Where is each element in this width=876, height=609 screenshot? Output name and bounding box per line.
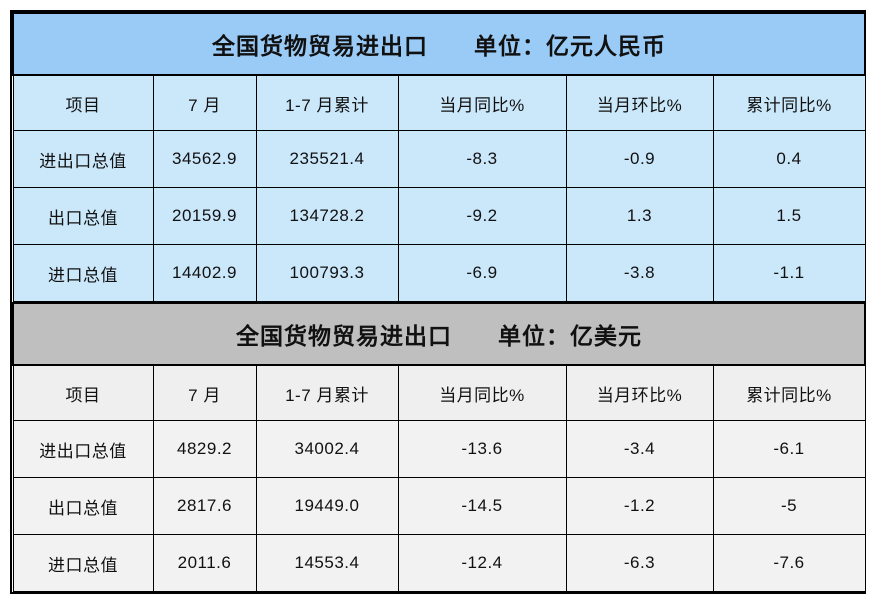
table-cell: 2817.6: [152, 477, 257, 535]
column-header-month-yoy: 当月同比%: [397, 364, 567, 421]
table-cell: -6.1: [712, 420, 866, 478]
column-header-item: 项目: [12, 364, 154, 421]
column-header-month-mom: 当月环比%: [565, 364, 714, 421]
table-row: 进口总值 14402.9 100793.3 -6.9 -3.8 -1.1: [12, 244, 866, 302]
table-cell: 34562.9: [152, 130, 257, 188]
trade-data-sheet: 全国货物贸易进出口 单位：亿元人民币 项目 7 月 1-7 月累计 当月同比% …: [10, 10, 866, 594]
table-cell: 100793.3: [255, 244, 399, 302]
table-cell: 1.5: [712, 187, 866, 245]
row-label: 出口总值: [12, 477, 154, 535]
column-header-cumulative: 1-7 月累计: [255, 364, 399, 421]
table-cell: -12.4: [397, 534, 567, 592]
row-label: 进出口总值: [12, 420, 154, 478]
column-header-month: 7 月: [152, 74, 257, 131]
table-row: 进口总值 2011.6 14553.4 -12.4 -6.3 -7.6: [12, 534, 866, 592]
table-cell: -6.3: [565, 534, 714, 592]
row-label: 进口总值: [12, 244, 154, 302]
rmb-trade-table: 全国货物贸易进出口 单位：亿元人民币 项目 7 月 1-7 月累计 当月同比% …: [12, 12, 866, 302]
table-row: 进出口总值 34562.9 235521.4 -8.3 -0.9 0.4: [12, 130, 866, 188]
rmb-table-title-row: 全国货物贸易进出口 单位：亿元人民币: [12, 12, 866, 76]
rmb-table-header-row: 项目 7 月 1-7 月累计 当月同比% 当月环比% 累计同比%: [12, 74, 866, 131]
table-cell: 20159.9: [152, 187, 257, 245]
table-cell: -13.6: [397, 420, 567, 478]
table-cell: -1.1: [712, 244, 866, 302]
column-header-cumulative-yoy: 累计同比%: [712, 74, 866, 131]
table-cell: 2011.6: [152, 534, 257, 592]
row-label: 进口总值: [12, 534, 154, 592]
usd-table-title-row: 全国货物贸易进出口 单位：亿美元: [12, 302, 866, 366]
column-header-month: 7 月: [152, 364, 257, 421]
usd-table-title: 全国货物贸易进出口: [236, 323, 452, 349]
row-label: 进出口总值: [12, 130, 154, 188]
rmb-table-title-cell: 全国货物贸易进出口 单位：亿元人民币: [12, 12, 866, 76]
usd-trade-table: 全国货物贸易进出口 单位：亿美元 项目 7 月 1-7 月累计 当月同比% 当月…: [12, 302, 866, 592]
usd-table-header-row: 项目 7 月 1-7 月累计 当月同比% 当月环比% 累计同比%: [12, 364, 866, 421]
column-header-item: 项目: [12, 74, 154, 131]
table-cell: 0.4: [712, 130, 866, 188]
column-header-cumulative-yoy: 累计同比%: [712, 364, 866, 421]
column-header-month-yoy: 当月同比%: [397, 74, 567, 131]
table-cell: 1.3: [565, 187, 714, 245]
column-header-month-mom: 当月环比%: [565, 74, 714, 131]
usd-table-unit-label: 单位：亿美元: [498, 323, 642, 349]
table-cell: -14.5: [397, 477, 567, 535]
usd-table-title-cell: 全国货物贸易进出口 单位：亿美元: [12, 302, 866, 366]
table-cell: -1.2: [565, 477, 714, 535]
table-cell: -6.9: [397, 244, 567, 302]
table-cell: 134728.2: [255, 187, 399, 245]
table-row: 出口总值 20159.9 134728.2 -9.2 1.3 1.5: [12, 187, 866, 245]
table-cell: -9.2: [397, 187, 567, 245]
table-row: 进出口总值 4829.2 34002.4 -13.6 -3.4 -6.1: [12, 420, 866, 478]
table-cell: -3.8: [565, 244, 714, 302]
table-cell: 34002.4: [255, 420, 399, 478]
table-cell: 19449.0: [255, 477, 399, 535]
table-cell: 4829.2: [152, 420, 257, 478]
table-cell: -0.9: [565, 130, 714, 188]
table-cell: 14553.4: [255, 534, 399, 592]
table-cell: 14402.9: [152, 244, 257, 302]
table-cell: -7.6: [712, 534, 866, 592]
table-row: 出口总值 2817.6 19449.0 -14.5 -1.2 -5: [12, 477, 866, 535]
row-label: 出口总值: [12, 187, 154, 245]
table-cell: 235521.4: [255, 130, 399, 188]
column-header-cumulative: 1-7 月累计: [255, 74, 399, 131]
table-cell: -5: [712, 477, 866, 535]
table-cell: -3.4: [565, 420, 714, 478]
rmb-table-title: 全国货物贸易进出口: [212, 33, 428, 59]
rmb-table-unit-label: 单位：亿元人民币: [474, 33, 666, 59]
table-cell: -8.3: [397, 130, 567, 188]
